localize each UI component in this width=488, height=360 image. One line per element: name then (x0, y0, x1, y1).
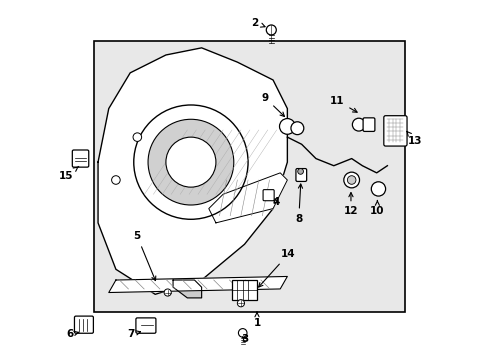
Bar (231, 280, 257, 300)
Text: 9: 9 (261, 93, 284, 117)
FancyBboxPatch shape (136, 318, 156, 333)
FancyBboxPatch shape (74, 316, 93, 333)
Polygon shape (108, 276, 287, 293)
FancyBboxPatch shape (72, 150, 88, 167)
Circle shape (133, 133, 142, 141)
FancyBboxPatch shape (295, 168, 306, 181)
Circle shape (134, 105, 247, 219)
Text: 1: 1 (253, 312, 260, 328)
Circle shape (343, 172, 359, 188)
Text: 2: 2 (251, 18, 264, 28)
Circle shape (237, 300, 244, 307)
Text: 10: 10 (369, 201, 384, 216)
Text: 15: 15 (59, 166, 79, 181)
Text: 8: 8 (295, 184, 302, 224)
Text: 12: 12 (343, 193, 358, 216)
Circle shape (148, 119, 233, 205)
Polygon shape (98, 48, 287, 294)
Text: 5: 5 (133, 231, 156, 280)
Circle shape (346, 176, 355, 184)
FancyBboxPatch shape (363, 118, 374, 131)
Text: 6: 6 (66, 329, 79, 339)
Bar (94, 41, 405, 312)
Text: 7: 7 (127, 329, 140, 339)
Circle shape (279, 118, 295, 134)
Text: 14: 14 (258, 249, 295, 287)
Circle shape (352, 118, 365, 131)
Circle shape (370, 182, 385, 196)
Circle shape (165, 137, 216, 187)
Polygon shape (208, 173, 287, 223)
Text: 13: 13 (406, 131, 422, 147)
Circle shape (164, 289, 171, 296)
Text: 4: 4 (272, 197, 279, 207)
Text: 11: 11 (329, 96, 356, 112)
Text: 3: 3 (240, 334, 247, 344)
FancyBboxPatch shape (263, 190, 274, 201)
Polygon shape (173, 280, 201, 298)
Circle shape (297, 168, 303, 174)
Circle shape (111, 176, 120, 184)
Circle shape (238, 329, 246, 337)
Circle shape (290, 122, 303, 135)
Circle shape (266, 25, 276, 35)
FancyBboxPatch shape (383, 116, 406, 146)
